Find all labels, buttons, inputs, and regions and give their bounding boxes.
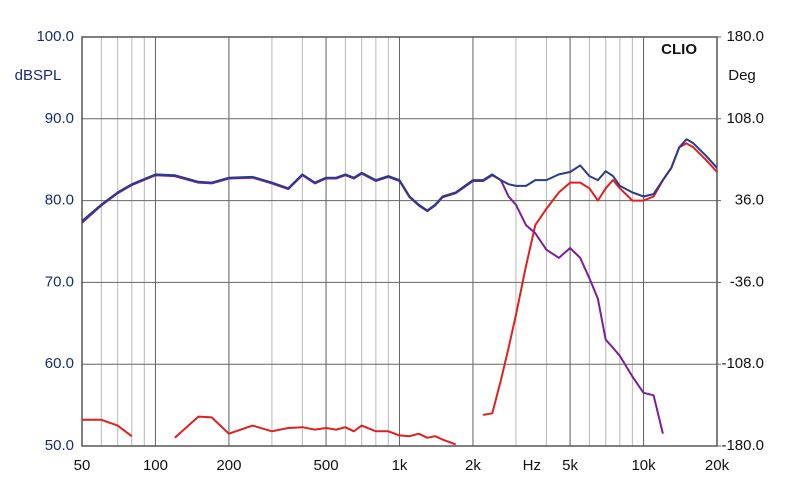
plot-area [82, 138, 717, 446]
x-tick-label: 50 [74, 457, 91, 474]
y-tick-label: 100.0 [36, 28, 74, 45]
y-tick-label: 80.0 [45, 192, 74, 209]
x-tick-label: 5k [562, 457, 578, 474]
x-tick-label: 200 [216, 457, 241, 474]
series-line [82, 172, 664, 434]
x-tick-label: 10k [631, 457, 656, 474]
y-tick-label: 90.0 [45, 110, 74, 127]
y2-tick-label: 36.0 [735, 192, 764, 209]
x-tick-label: 2k [465, 457, 481, 474]
y2-tick-label: -180.0 [721, 437, 764, 454]
chart-title: CLIO [661, 41, 697, 58]
y-tick-label: 70.0 [45, 273, 74, 290]
series-line [82, 138, 717, 222]
x-tick-label: 1k [392, 457, 408, 474]
x-axis-label: Hz [523, 457, 541, 474]
y2-axis-label: Deg [728, 67, 756, 84]
y2-tick-label: -108.0 [721, 355, 764, 372]
x-tick-label: 20k [705, 457, 730, 474]
x-tick-label: 100 [143, 457, 168, 474]
y-axis-label: dBSPL [15, 67, 62, 84]
x-tick-label: 500 [314, 457, 339, 474]
y-tick-label: 60.0 [45, 355, 74, 372]
y-tick-label: 50.0 [45, 437, 74, 454]
plot-frame [81, 36, 718, 447]
y2-tick-label: 180.0 [726, 28, 764, 45]
y2-tick-label: 108.0 [726, 110, 764, 127]
y2-tick-label: -36.0 [730, 273, 764, 290]
